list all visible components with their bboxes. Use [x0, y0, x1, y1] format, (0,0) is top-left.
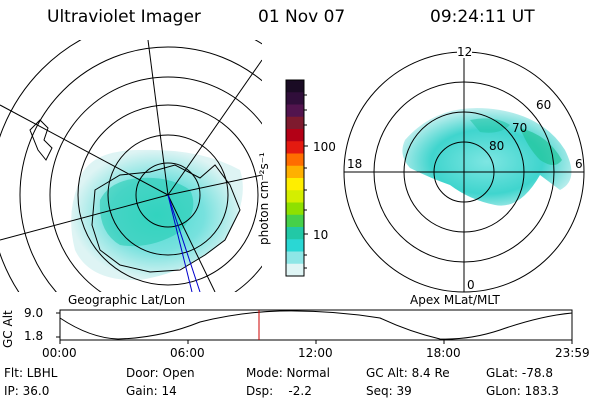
colorbar-swatch — [286, 202, 304, 216]
time-tick-1200: 12:00 — [298, 346, 333, 360]
colorbar-swatch — [286, 153, 304, 167]
altitude-ylabel: GC Alt — [1, 310, 15, 348]
left-panel-caption: Geographic Lat/Lon — [68, 293, 186, 307]
altitude-plot — [56, 309, 573, 344]
status-gc-alt: GC Alt: 8.4 Re — [366, 366, 450, 380]
mlt-label-18: 18 — [347, 157, 363, 171]
colorbar-swatch — [286, 251, 304, 265]
mlat-label-70: 70 — [512, 121, 528, 135]
status-gain: Gain: 14 — [126, 384, 177, 398]
time-tick-1800: 18:00 — [426, 346, 461, 360]
time-axis-ticks — [59, 340, 573, 344]
apex-polar-map — [343, 51, 585, 293]
mlat-label-80: 80 — [489, 139, 505, 153]
mlt-label-12: 12 — [457, 45, 473, 59]
spacecraft-track — [167, 194, 201, 292]
instrument-title: Ultraviolet Imager — [47, 7, 201, 27]
landmass-outline — [29, 119, 53, 161]
colorbar-swatch — [286, 239, 304, 253]
colorbar-swatch — [286, 104, 304, 118]
colorbar-swatch — [286, 165, 304, 179]
colorbar-swatch — [286, 190, 304, 204]
colorbar-tick-10: 10 — [313, 228, 329, 242]
colorbar-swatch — [286, 263, 304, 277]
status-glat: GLat: -78.8 — [486, 366, 553, 380]
antarctica-coastline — [91, 164, 241, 273]
colorbar-swatch — [286, 92, 304, 106]
colorbar-swatch — [286, 80, 304, 93]
right-panel-caption: Apex MLat/MLT — [410, 293, 500, 307]
altitude-curve — [59, 310, 573, 340]
colorbar-swatch — [286, 116, 304, 130]
colorbar-swatch — [286, 214, 304, 228]
colorbar-minor-ticks — [304, 94, 307, 269]
status-door: Door: Open — [126, 366, 195, 380]
colorbar-swatch — [286, 141, 304, 155]
status-seq: Seq: 39 — [366, 384, 412, 398]
status-dsp: Dsp: -2.2 — [246, 384, 312, 398]
mlat-label-60: 60 — [536, 98, 552, 112]
colorbar-tick-100: 100 — [313, 140, 336, 154]
color-scale — [285, 79, 308, 277]
time-tick-0600: 06:00 — [170, 346, 205, 360]
colorbar-swatch — [286, 129, 304, 142]
colorbar-unit-label: photon cm⁻²s⁻¹ — [257, 152, 271, 245]
altitude-ytick-1-8: 1.8 — [24, 329, 44, 343]
colorbar-swatch — [286, 178, 304, 191]
longitude-lines — [0, 40, 262, 292]
status-filter: Flt: LBHL — [4, 366, 58, 380]
time-label: 09:24:11 UT — [430, 7, 535, 27]
mlt-label-0: 0 — [467, 278, 475, 292]
status-ip: IP: 36.0 — [4, 384, 50, 398]
status-glon: GLon: 183.3 — [486, 384, 559, 398]
status-mode: Mode: Normal — [246, 366, 330, 380]
time-tick-0000: 00:00 — [42, 346, 77, 360]
time-tick-2359: 23:59 — [555, 346, 590, 360]
date-label: 01 Nov 07 — [258, 7, 346, 27]
geographic-map — [0, 40, 262, 292]
latitude-circles — [0, 40, 262, 292]
mlt-label-6: 6 — [575, 157, 583, 171]
altitude-ytick-9: 9.0 — [24, 306, 44, 320]
colorbar-swatch — [286, 227, 304, 240]
